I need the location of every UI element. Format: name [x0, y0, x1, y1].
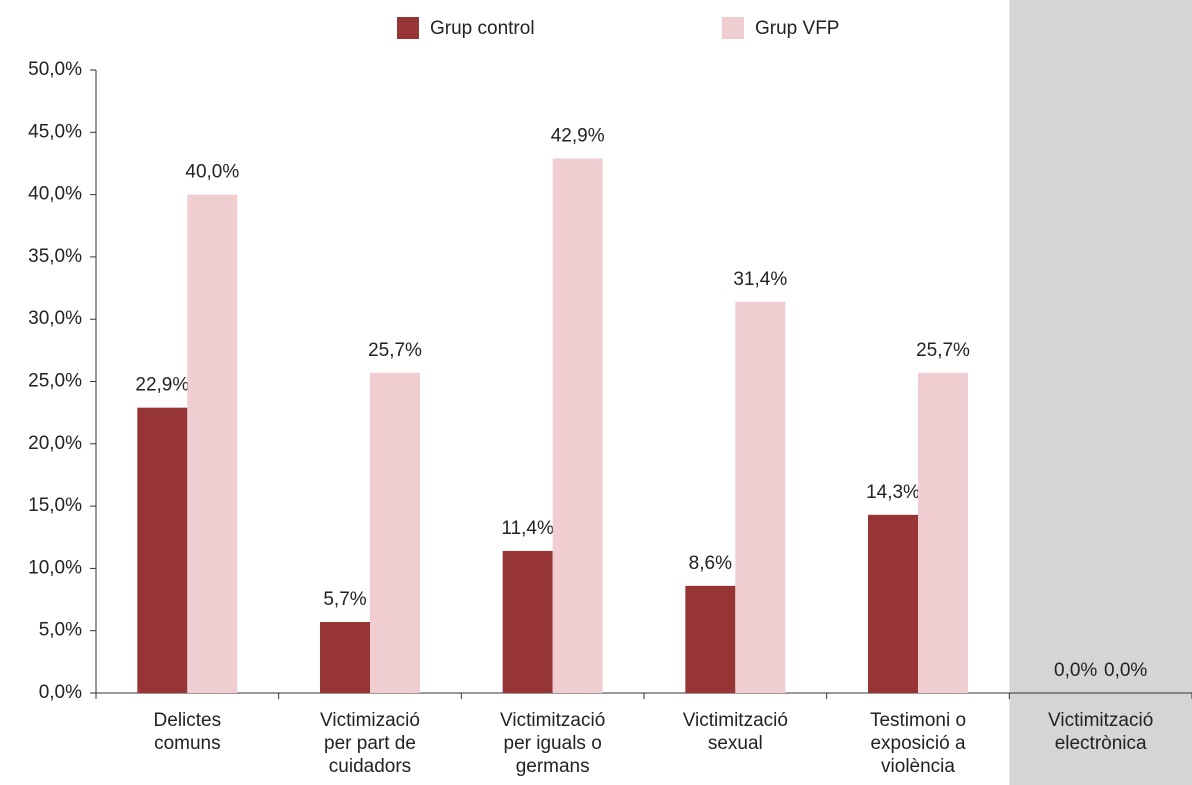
y-tick-label: 50,0%: [28, 59, 82, 80]
bar: [868, 514, 918, 693]
value-label: 8,6%: [689, 553, 732, 574]
legend-label: Grup VFP: [755, 18, 839, 39]
value-label: 0,0%: [1104, 660, 1147, 681]
bar: [735, 301, 786, 693]
bar: [685, 585, 736, 693]
y-tick-label: 35,0%: [28, 246, 82, 267]
bar: [502, 550, 553, 693]
bar: [320, 621, 370, 693]
value-label: 25,7%: [368, 340, 422, 361]
legend-swatch: [397, 17, 419, 39]
highlight-band: [1009, 0, 1192, 785]
value-label: 40,0%: [185, 162, 239, 183]
y-tick-label: 20,0%: [28, 433, 82, 454]
bar: [187, 194, 238, 693]
x-tick-label: Testimoni o exposició a violència: [869, 710, 967, 777]
x-tick-label: Delictes comuns: [153, 710, 222, 754]
value-label: 42,9%: [551, 125, 605, 146]
value-label: 11,4%: [501, 518, 554, 539]
y-tick-label: 5,0%: [39, 620, 82, 641]
value-label: 14,3%: [866, 482, 920, 503]
y-tick-label: 45,0%: [28, 121, 82, 142]
y-tick-label: 15,0%: [28, 495, 82, 516]
value-label: 25,7%: [916, 340, 970, 361]
legend-label: Grup control: [430, 18, 535, 39]
bar: [137, 407, 188, 693]
x-tick-label: Victimització per iguals o germans: [500, 710, 606, 777]
x-tick-label: Victimizació per part de cuidadors: [320, 710, 420, 777]
x-tick-label: Victimització sexual: [682, 710, 788, 754]
bar: [918, 372, 968, 693]
bar: [552, 158, 603, 693]
legend-swatch: [722, 17, 744, 39]
value-label: 0,0%: [1054, 660, 1097, 681]
value-label: 5,7%: [323, 589, 366, 610]
value-label: 31,4%: [733, 269, 787, 290]
y-tick-label: 0,0%: [39, 682, 82, 703]
y-tick-label: 10,0%: [28, 557, 82, 578]
value-label: 22,9%: [135, 375, 189, 396]
x-tick-label: Victimització electrònica: [1048, 710, 1154, 754]
bar: [370, 372, 420, 693]
y-tick-label: 25,0%: [28, 371, 82, 392]
y-tick-label: 30,0%: [28, 308, 82, 329]
y-tick-label: 40,0%: [28, 184, 82, 205]
